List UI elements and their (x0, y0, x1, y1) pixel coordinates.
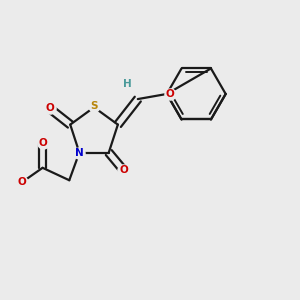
Text: O: O (18, 177, 26, 187)
Text: N: N (75, 148, 84, 158)
Text: O: O (165, 89, 174, 99)
Text: O: O (38, 138, 47, 148)
Text: H: H (123, 79, 132, 89)
Text: S: S (90, 101, 98, 111)
Text: O: O (45, 103, 54, 113)
Text: O: O (119, 165, 128, 175)
